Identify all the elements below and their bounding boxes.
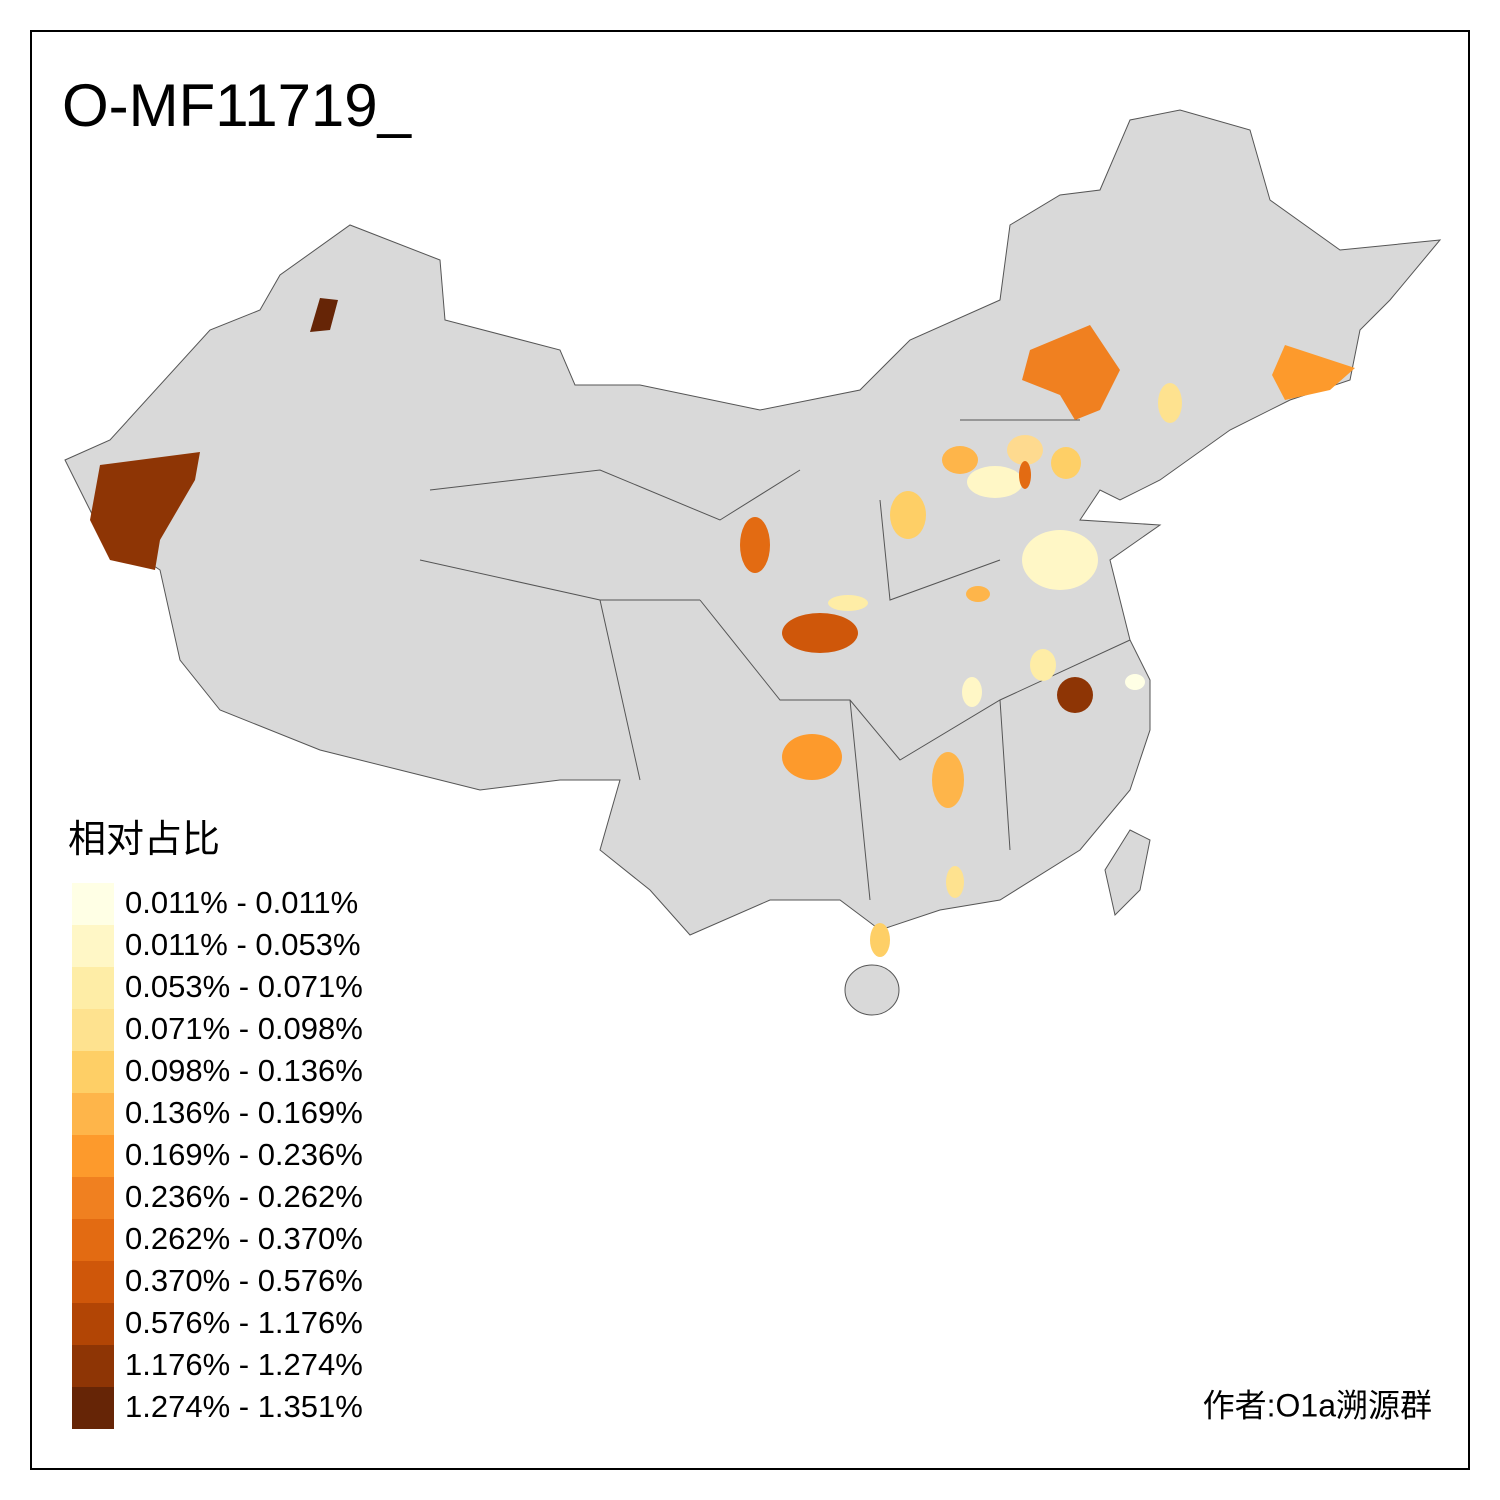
- legend-label: 0.262% - 0.370%: [125, 1221, 363, 1256]
- legend-swatch: [72, 1009, 114, 1051]
- legend-label: 0.370% - 0.576%: [125, 1263, 363, 1298]
- region: [967, 466, 1023, 498]
- region: [1007, 435, 1043, 465]
- legend-label: 0.136% - 0.169%: [125, 1095, 363, 1130]
- legend-label: 0.169% - 0.236%: [125, 1137, 363, 1172]
- china-map: [64, 109, 1442, 1016]
- legend-swatch: [72, 1219, 114, 1261]
- province-borders: [419, 419, 1131, 901]
- region: [1022, 530, 1098, 590]
- region: [946, 866, 964, 898]
- region: [932, 752, 964, 808]
- legend-swatch: [72, 1345, 114, 1387]
- legend-label: 0.011% - 0.011%: [125, 885, 358, 920]
- legend-label: 0.053% - 0.071%: [125, 969, 363, 1004]
- region: [1051, 447, 1081, 479]
- hainan: [844, 964, 900, 1016]
- region: [1030, 649, 1056, 681]
- legend-label: 0.236% - 0.262%: [125, 1179, 363, 1214]
- legend-swatch: [72, 1387, 114, 1429]
- legend-label: 1.176% - 1.274%: [125, 1347, 363, 1382]
- region: [890, 491, 926, 539]
- map-title: O-MF11719_: [62, 72, 413, 139]
- region: [828, 595, 868, 611]
- region: [310, 298, 338, 332]
- legend-swatch: [72, 1261, 114, 1303]
- legend-title: 相对占比: [68, 819, 220, 861]
- legend-swatch: [72, 967, 114, 1009]
- region: [1022, 325, 1120, 420]
- region: [870, 923, 890, 957]
- legend-swatch: [72, 925, 114, 967]
- region: [90, 452, 200, 570]
- legend-label: 1.274% - 1.351%: [125, 1389, 363, 1424]
- legend: 0.011% - 0.011% 0.011% - 0.053% 0.053% - 0…: [72, 883, 363, 1429]
- region: [1272, 345, 1355, 400]
- legend-label: 0.071% - 0.098%: [125, 1011, 363, 1046]
- region: [962, 677, 982, 707]
- legend-swatch: [72, 1093, 114, 1135]
- region: [782, 734, 842, 780]
- legend-swatch: [72, 1303, 114, 1345]
- legend-swatch: [72, 883, 114, 925]
- region: [942, 446, 978, 474]
- region: [966, 586, 990, 602]
- region: [782, 613, 858, 653]
- region: [1125, 674, 1145, 690]
- legend-label: 0.011% - 0.053%: [125, 927, 361, 962]
- legend-swatch: [72, 1177, 114, 1219]
- legend-label: 0.098% - 0.136%: [125, 1053, 363, 1088]
- credit: 作者:O1a溯源群: [1203, 1387, 1432, 1423]
- region: [740, 517, 770, 573]
- legend-swatch: [72, 1051, 114, 1093]
- legend-swatch: [72, 1135, 114, 1177]
- region: [1057, 677, 1093, 713]
- legend-label: 0.576% - 1.176%: [125, 1305, 363, 1340]
- region: [1019, 461, 1031, 489]
- taiwan: [1104, 829, 1151, 916]
- region: [1158, 383, 1182, 423]
